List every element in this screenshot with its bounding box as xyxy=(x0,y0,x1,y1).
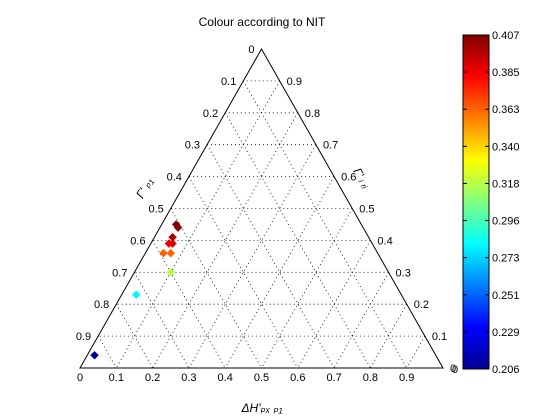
bottom-tick-label: 0.9 xyxy=(399,372,414,384)
left-tick-label: 0.8 xyxy=(94,299,109,311)
grid-line xyxy=(134,272,190,369)
colorbar-tick-label: 0.229 xyxy=(492,327,520,339)
data-points xyxy=(90,220,183,360)
colorbar xyxy=(462,34,490,370)
colorbar-tick-label: 0.251 xyxy=(492,290,520,302)
triangle-outline xyxy=(79,47,444,369)
grid-line xyxy=(170,208,262,369)
right-tick-label: 0.2 xyxy=(414,299,429,311)
right-axis-label: Γ' ᵢ ᵣᵢ xyxy=(350,165,373,191)
data-point xyxy=(159,248,168,258)
bottom-tick-label: 0.8 xyxy=(363,372,378,384)
grid-line xyxy=(152,240,226,369)
bottom-axis-label: ΔH'ₚₓ ₚ₁ xyxy=(241,401,283,415)
colorbar-tick-label: 0.206 xyxy=(492,364,520,376)
grid-line xyxy=(243,80,408,369)
data-point xyxy=(166,248,176,258)
right-tick-label: 0.8 xyxy=(305,108,320,120)
ternary-frame xyxy=(79,47,444,369)
grid-line xyxy=(370,304,408,369)
colorbar-tick-label: 0.273 xyxy=(492,253,520,265)
left-tick-label: 0.4 xyxy=(167,172,182,184)
data-point xyxy=(171,220,181,229)
left-tick-label: 0 xyxy=(248,44,254,56)
grid-line xyxy=(115,80,280,369)
bottom-tick-label: 0.2 xyxy=(145,372,160,384)
right-tick-label: 0 xyxy=(450,363,456,375)
left-tick-label: 0.3 xyxy=(185,140,200,152)
colorbar-tick-label: 0.407 xyxy=(492,30,520,42)
data-point xyxy=(131,290,141,299)
data-point xyxy=(166,267,176,277)
right-tick-label: 0.6 xyxy=(341,172,356,184)
bottom-tick-label: 0.4 xyxy=(218,372,233,384)
bottom-tick-label: 0.5 xyxy=(254,372,269,384)
grid-line xyxy=(188,176,299,369)
grid-line xyxy=(188,144,317,369)
bottom-tick-label: 0 xyxy=(77,372,83,384)
right-tick-label: 0.9 xyxy=(287,76,302,88)
grid-line xyxy=(152,112,299,369)
ternary-grid xyxy=(97,80,426,369)
data-point xyxy=(90,350,99,360)
data-point xyxy=(168,232,177,242)
right-tick-label: 0.4 xyxy=(377,235,392,247)
grid-line xyxy=(297,240,371,369)
bottom-tick-label: 0.6 xyxy=(290,372,305,384)
colorbar-tick-label: 0.318 xyxy=(492,178,520,190)
colorbar-ticks: 0.407 0.385 0.363 0.340 0.318 0.296 0.273 0.251… xyxy=(452,30,520,376)
chart-title: Colour according to NIT xyxy=(199,15,326,29)
right-tick-label: 0.5 xyxy=(359,204,374,216)
grid-line xyxy=(333,272,389,369)
grid-line xyxy=(406,335,426,369)
grid-line xyxy=(261,208,353,369)
right-tick-label: 0.1 xyxy=(432,331,447,343)
grid-line xyxy=(115,304,153,369)
colorbar-tick-label: 0.385 xyxy=(492,67,520,79)
bottom-tick-label: 0.1 xyxy=(109,372,124,384)
left-tick-label: 0.5 xyxy=(148,204,163,216)
right-tick-label: 0.7 xyxy=(323,140,338,152)
left-tick-label: 0.6 xyxy=(130,235,145,247)
colorbar-tick-label: 0.296 xyxy=(492,216,520,228)
left-tick-label: 0.2 xyxy=(203,108,218,120)
grid-line xyxy=(97,335,117,369)
left-tick-label: 0.9 xyxy=(76,331,91,343)
colorbar-zero-label: 0 xyxy=(452,364,458,376)
bottom-tick-label: 0.3 xyxy=(181,372,196,384)
grid-line xyxy=(224,112,371,369)
left-tick-label: 0.7 xyxy=(112,267,127,279)
left-tick-label: 0.1 xyxy=(221,76,236,88)
grid-line xyxy=(206,144,335,369)
bottom-tick-label: 0.7 xyxy=(326,372,341,384)
left-axis-label: Γ' ₚ₁ xyxy=(133,175,156,201)
data-point xyxy=(168,239,177,248)
right-tick-label: 0.3 xyxy=(396,267,411,279)
colorbar-tick-label: 0.340 xyxy=(492,141,520,153)
colorbar-tick-label: 0.363 xyxy=(492,104,520,116)
ternary-tick-labels: 0 0.1 0.2 0.3 0.4 0.5 0.6 0.7 0.8 0.9 0 0.1 0.2 0.3 0.… xyxy=(76,44,456,384)
